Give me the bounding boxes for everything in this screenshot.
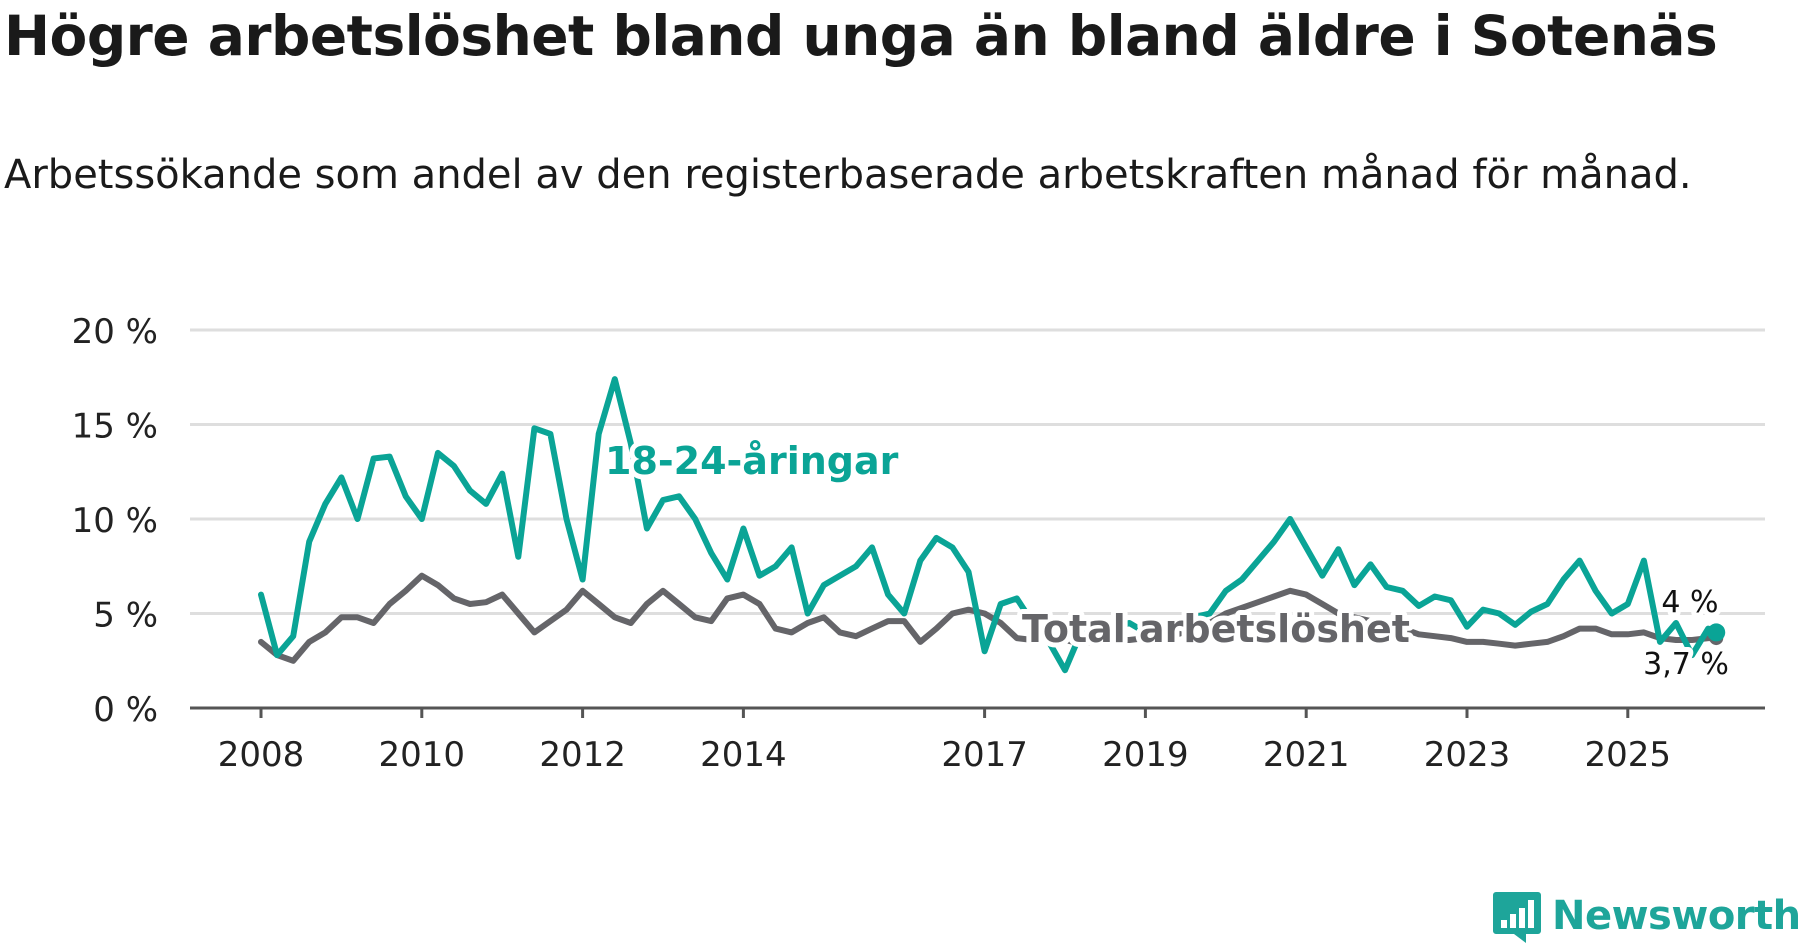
y-tick-label: 5 % <box>93 596 158 636</box>
total-series-label: Total arbetslöshet <box>1022 607 1410 651</box>
page-title: Högre arbetslöshet bland unga än bland ä… <box>4 4 1718 68</box>
total-end-label: 3,7 % <box>1643 647 1729 682</box>
x-tick-label: 2021 <box>1263 735 1350 775</box>
y-tick-label: 10 % <box>72 501 158 541</box>
x-tick-label: 2025 <box>1585 735 1672 775</box>
total-series-line <box>258 572 1720 664</box>
youth-series-label: 18-24-åringar <box>605 439 899 483</box>
newsworthy-logo[interactable]: Newsworthy <box>1492 888 1800 944</box>
grid-layer: 0 % 5 % 10 % 15 % 20 % 2008 2010 2012 2014 2017 20… <box>72 312 1765 775</box>
series-layer <box>258 376 1726 674</box>
label-layer: 18-24-åringar Total arbetslöshet 4 % 3,7 % <box>600 434 1734 687</box>
x-tick-label: 2014 <box>700 735 787 775</box>
x-tick-label: 2008 <box>218 735 305 775</box>
x-tick-label: 2019 <box>1102 735 1189 775</box>
y-tick-label: 20 % <box>72 312 158 352</box>
x-tick-label: 2012 <box>539 735 626 775</box>
x-tick-label: 2017 <box>941 735 1028 775</box>
page-subtitle: Arbetssökande som andel av den registerb… <box>4 152 1692 198</box>
y-tick-label: 15 % <box>72 407 158 447</box>
x-tick-label: 2010 <box>379 735 466 775</box>
youth-end-marker <box>1707 623 1726 642</box>
brand-name: Newsworthy <box>1552 893 1800 939</box>
youth-series-line <box>258 376 1720 674</box>
bar-chart-logo-icon <box>1493 892 1541 943</box>
y-tick-label: 0 % <box>93 690 158 730</box>
youth-end-label: 4 % <box>1661 585 1718 620</box>
x-tick-label: 2023 <box>1424 735 1511 775</box>
